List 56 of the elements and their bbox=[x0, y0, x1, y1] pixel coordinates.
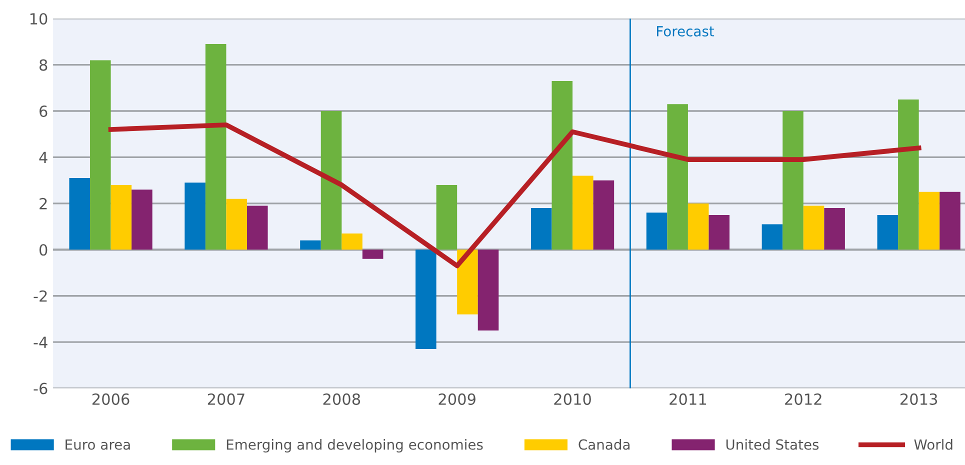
bar bbox=[90, 60, 111, 250]
legend-label: United States bbox=[726, 439, 819, 450]
y-tick-label: -4 bbox=[34, 336, 48, 348]
x-tick-label: 2006 bbox=[92, 393, 130, 405]
bar bbox=[940, 192, 960, 250]
y-tick-label: 8 bbox=[40, 59, 48, 71]
bar bbox=[667, 104, 688, 250]
y-tick-label: 4 bbox=[39, 152, 48, 164]
ref-line-label: Forecast bbox=[657, 26, 714, 36]
legend-label: World bbox=[914, 439, 952, 450]
bar bbox=[918, 192, 940, 250]
bar bbox=[132, 190, 152, 250]
bar bbox=[69, 178, 90, 250]
y-tick-label: -6 bbox=[34, 382, 48, 394]
bar bbox=[803, 206, 824, 250]
bar bbox=[782, 111, 804, 250]
bar bbox=[457, 250, 478, 314]
bar bbox=[205, 44, 226, 250]
x-tick-label: 2008 bbox=[323, 393, 360, 405]
bar bbox=[478, 250, 499, 331]
legend-label: Canada bbox=[578, 439, 630, 450]
x-tick-label: 2010 bbox=[554, 393, 591, 405]
line-series bbox=[108, 122, 922, 268]
bar bbox=[898, 99, 919, 250]
bar bbox=[320, 111, 342, 250]
bar bbox=[184, 182, 206, 250]
y-tick-label: 10 bbox=[30, 13, 48, 25]
bar bbox=[247, 206, 268, 250]
bar bbox=[552, 80, 573, 250]
bar bbox=[300, 240, 321, 250]
bar bbox=[530, 208, 552, 250]
bar bbox=[226, 198, 248, 250]
x-tick-label: 2012 bbox=[785, 393, 822, 405]
bar bbox=[877, 214, 898, 250]
bar bbox=[342, 233, 362, 250]
bar bbox=[110, 184, 132, 250]
x-tick-label: 2009 bbox=[438, 393, 476, 405]
bar bbox=[646, 212, 668, 250]
y-tick-label: -2 bbox=[34, 290, 47, 302]
bar bbox=[436, 184, 458, 250]
bar bbox=[762, 224, 783, 250]
legend-label: Euro area bbox=[66, 439, 130, 450]
y-tick-label: 0 bbox=[40, 244, 48, 256]
bar bbox=[416, 250, 436, 349]
y-tick-label: 6 bbox=[40, 105, 48, 118]
bar bbox=[708, 214, 730, 250]
y-tick-label: 2 bbox=[40, 198, 47, 210]
bar bbox=[688, 203, 709, 250]
x-tick-label: 2007 bbox=[208, 393, 244, 405]
bar bbox=[572, 176, 594, 250]
legend-label: Emerging and developing economies bbox=[226, 439, 483, 452]
x-tick-label: 2011 bbox=[670, 393, 706, 405]
bar bbox=[824, 208, 845, 250]
x-tick-label: 2013 bbox=[900, 393, 938, 405]
bar bbox=[593, 180, 614, 250]
bar bbox=[362, 250, 384, 259]
